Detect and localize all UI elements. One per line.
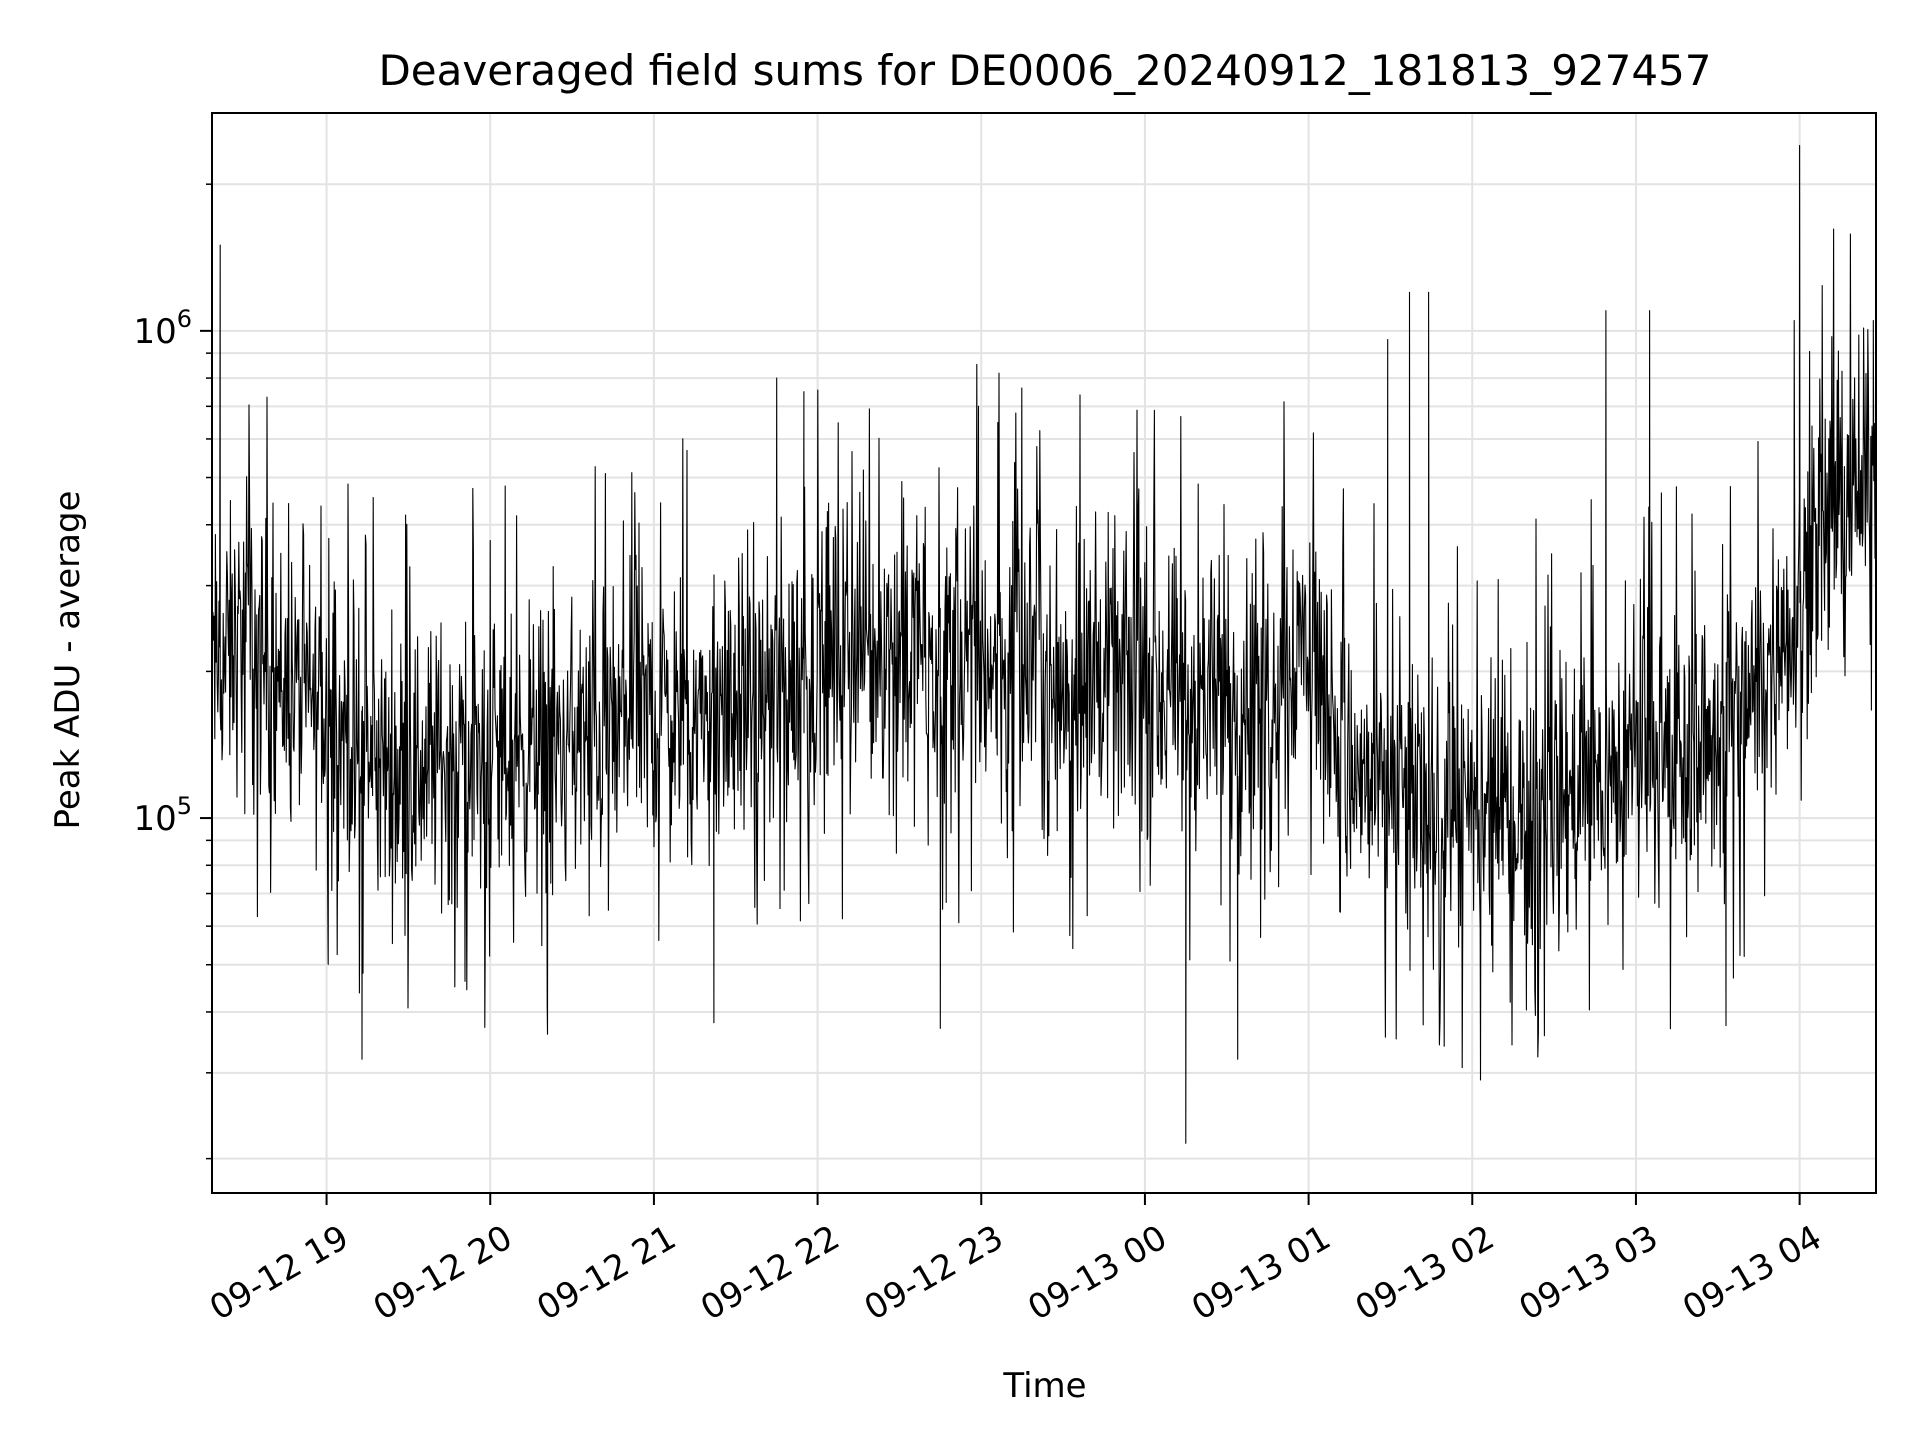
y-axis-label: Peak ADU - average <box>48 491 88 830</box>
y-tick-label: 105 <box>133 792 192 839</box>
series-line <box>212 145 1876 1144</box>
y-tick-label: 106 <box>133 305 192 352</box>
plot-area <box>212 145 1876 1144</box>
axes-frame <box>211 112 1877 1194</box>
x-axis-label: Time <box>1002 1366 1086 1406</box>
chart-title: Deaveraged field sums for DE0006_2024091… <box>378 46 1711 95</box>
grid <box>212 113 1876 1193</box>
